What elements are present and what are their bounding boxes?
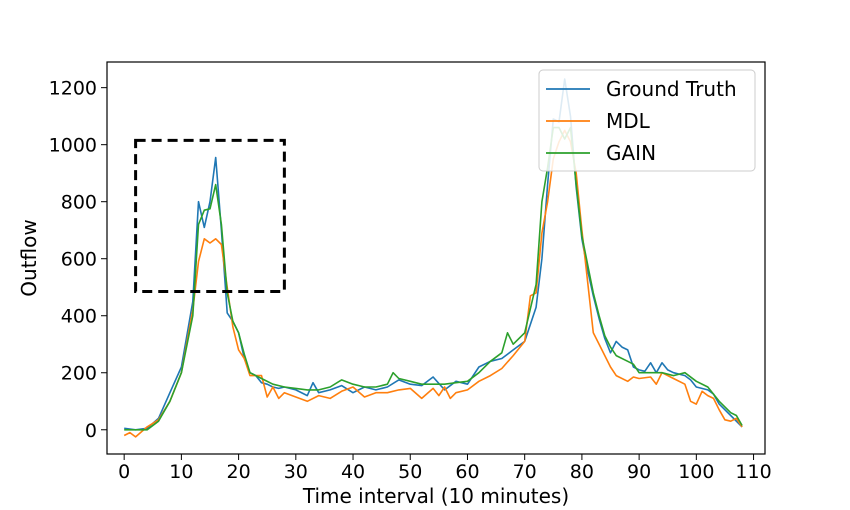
series-line-gain (124, 126, 743, 431)
x-tick-label: 80 (570, 461, 594, 483)
y-tick-label: 400 (61, 306, 97, 328)
x-tick-label: 50 (398, 461, 422, 483)
x-tick-label: 40 (341, 461, 365, 483)
x-tick-label: 110 (735, 461, 771, 483)
x-tick-label: 100 (678, 461, 714, 483)
x-tick-label: 10 (169, 461, 193, 483)
legend-label-mdl: MDL (606, 109, 651, 133)
y-tick-label: 1000 (49, 135, 97, 157)
y-axis-label: Outflow (17, 219, 41, 296)
highlight-box (134, 138, 286, 293)
legend: Ground Truth MDL GAIN (538, 69, 756, 172)
y-tick-label: 800 (61, 192, 97, 214)
legend-frame (538, 69, 756, 172)
y-axis: 0 200 400 600 800 1000 1200 (49, 78, 107, 442)
y-tick-label: 1200 (49, 78, 97, 100)
x-axis-label: Time interval (10 minutes) (302, 484, 569, 508)
series-layer (123, 78, 743, 438)
legend-label-ground-truth: Ground Truth (606, 77, 737, 101)
x-tick-label: 70 (513, 461, 537, 483)
plot-frame (106, 61, 766, 455)
x-axis: 0 10 20 30 40 50 60 70 80 90 100 110 (118, 454, 772, 483)
annotation-layer (134, 138, 286, 293)
y-tick-label: 600 (61, 249, 97, 271)
x-tick-label: 0 (118, 461, 130, 483)
y-tick-label: 0 (85, 420, 97, 442)
x-tick-label: 20 (227, 461, 251, 483)
legend-label-gain: GAIN (606, 141, 656, 165)
y-tick-label: 200 (61, 363, 97, 385)
x-tick-label: 90 (627, 461, 651, 483)
x-tick-label: 30 (284, 461, 308, 483)
x-tick-label: 60 (455, 461, 479, 483)
